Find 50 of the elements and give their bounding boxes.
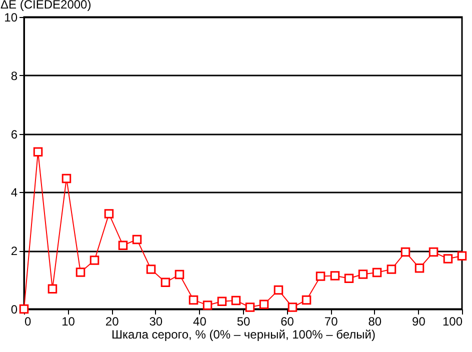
x-tick-label: 10: [62, 314, 76, 328]
point: [188, 295, 198, 305]
x-tick-label: 20: [105, 314, 120, 328]
x-tick-label: 40: [193, 314, 207, 328]
point: [302, 295, 312, 305]
x-tick-label: 60: [280, 314, 294, 328]
point: [428, 247, 438, 257]
point: [245, 302, 255, 312]
point: [443, 254, 453, 264]
x-tick-label: 90: [412, 314, 426, 328]
point: [76, 268, 86, 277]
point: [104, 209, 114, 218]
x-tick-label: 0: [24, 314, 32, 328]
point: [288, 302, 298, 312]
point: [132, 234, 142, 244]
y-tick-label: 6: [10, 127, 18, 142]
y-tick-label: 10: [4, 10, 18, 24]
y-tick-label: 8: [10, 68, 18, 83]
point: [274, 285, 284, 295]
point: [33, 147, 43, 157]
point: [414, 263, 424, 273]
x-tick-label: 30: [149, 314, 163, 328]
point: [400, 247, 410, 257]
x-tick-label: 100: [442, 314, 463, 328]
point: [217, 296, 227, 306]
point: [386, 264, 396, 274]
y-axis-title: ΔE (CIEDE2000): [0, 0, 92, 12]
point: [62, 174, 72, 184]
point: [118, 240, 128, 250]
point: [202, 300, 212, 310]
x-tick-label: 70: [324, 314, 338, 328]
point: [90, 256, 100, 265]
point: [330, 271, 340, 280]
point: [146, 264, 156, 274]
point: [231, 296, 241, 306]
point: [259, 300, 269, 309]
x-tick-label: 50: [236, 314, 250, 328]
point: [457, 251, 467, 260]
x-tick-label: 80: [368, 314, 382, 328]
point: [372, 268, 382, 278]
point: [316, 272, 326, 281]
point: [48, 284, 58, 294]
point: [174, 270, 184, 280]
point: [160, 278, 170, 288]
x-axis-title: Шкала серого, % (0% – черный, 100% – белый): [112, 328, 376, 342]
point: [344, 274, 354, 283]
y-tick-label: 2: [10, 244, 18, 258]
y-tick-label: 0: [10, 302, 18, 316]
point: [358, 270, 368, 279]
y-tick-label: 4: [10, 186, 18, 200]
